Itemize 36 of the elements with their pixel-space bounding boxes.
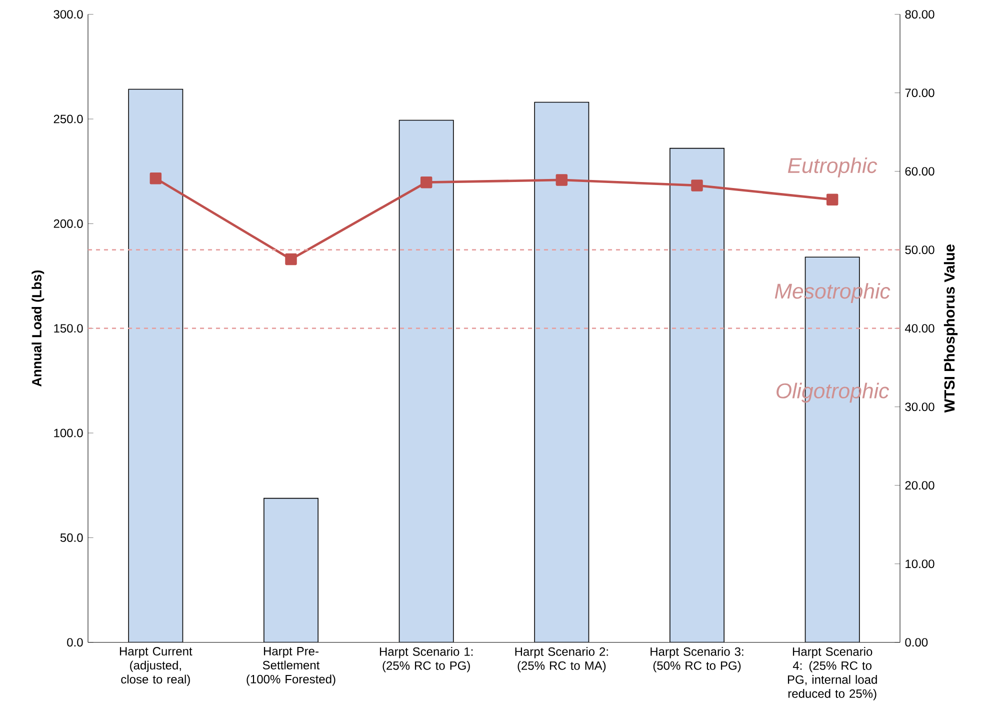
y-tick-label: 300.0 [54,10,83,19]
x-tick-label: Harpt Current (adjusted, close to real) [120,647,192,686]
bar [264,498,318,642]
bar [128,88,184,642]
point [556,174,568,186]
annotation: Eutrophic [788,157,878,178]
y2-tick-label: 70.00 [905,88,934,98]
bar [670,148,724,642]
y2-tick-label: 10.00 [906,560,934,568]
y2-tick-label: 30.00 [905,402,934,412]
point [826,194,838,206]
y2-tick-label: 0.00 [905,638,928,647]
y2-tick-label: 20.00 [905,481,934,490]
bar [534,102,590,642]
x-tick-label: Harpt Pre-Settlement (100% Forested) [246,647,336,686]
x-tick-label: Harpt Scenario 3: (50% RC to PG) [650,647,744,672]
y-tick-label: 0.0 [67,638,83,647]
y2-tick-label: 60.00 [905,167,934,176]
y-tick-label: 100.0 [54,428,83,438]
y-tick-label: 50.0 [60,533,83,542]
point [691,180,703,192]
x-tick-label: Harpt Scenario 4: (25% RC to PG, internal load reduced to 25%) [788,647,877,700]
y-axis-title: Annual Load (Lbs) [32,270,44,387]
y2-tick-label: 80.00 [905,10,934,19]
bar [398,120,454,642]
y-tick-label: 200.0 [54,219,83,228]
y-tick-label: 250.0 [54,114,83,124]
point [150,172,162,184]
y2-tick-label: 50.00 [905,246,934,254]
point [420,176,432,188]
y-tick-label: 150.0 [54,324,83,333]
y2-tick-label: 40.00 [904,324,934,333]
y2-axis-title: WTSI Phosphorus Value [944,244,958,413]
point [285,253,297,266]
x-tick-label: Harpt Scenario 1: (25% RC to PG) [380,647,473,672]
x-tick-label: Harpt Scenario 2: (25% RC to MA) [515,647,608,672]
